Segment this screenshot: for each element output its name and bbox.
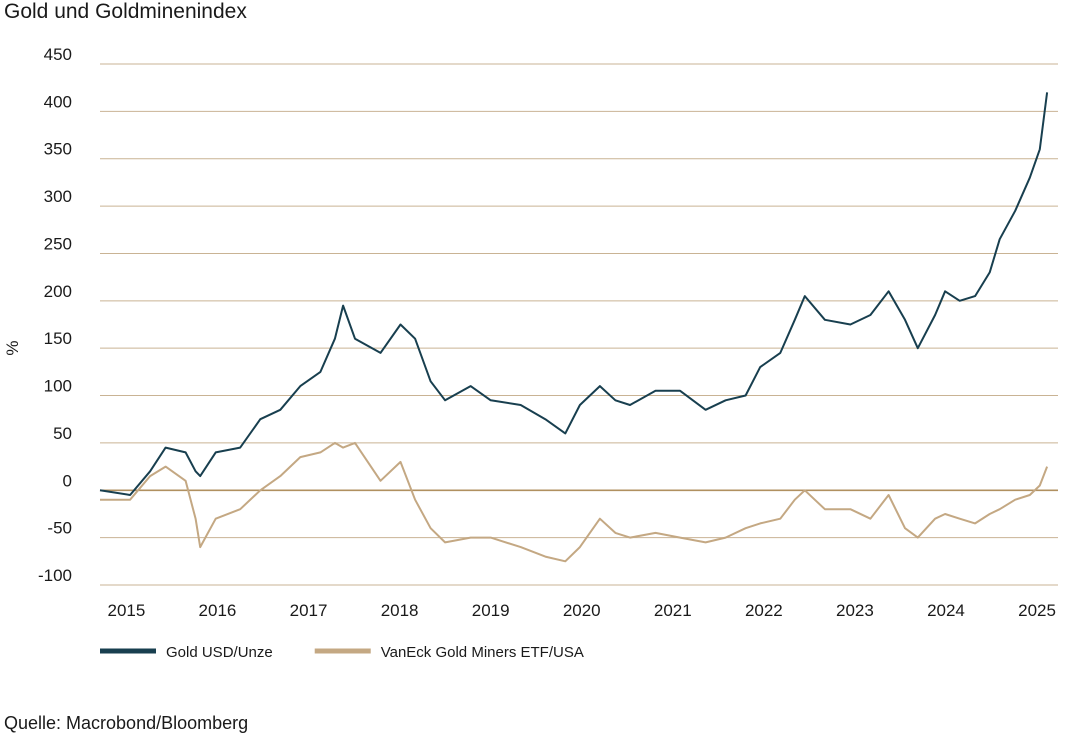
legend-label: Gold USD/Unze [166, 644, 273, 661]
y-axis-label: % [3, 340, 22, 355]
x-tick-label: 2024 [927, 601, 965, 620]
y-tick-label: 250 [44, 234, 72, 253]
x-tick-label: 2025 [1018, 601, 1056, 620]
y-tick-label: 400 [44, 92, 72, 111]
x-tick-label: 2023 [836, 601, 874, 620]
y-tick-label: -100 [38, 566, 72, 585]
y-tick-label: 300 [44, 187, 72, 206]
y-tick-label: 450 [44, 45, 72, 64]
y-tick-label: 0 [63, 471, 72, 490]
x-tick-label: 2015 [107, 601, 145, 620]
x-tick-label: 2019 [472, 601, 510, 620]
x-tick-label: 2021 [654, 601, 692, 620]
source-note: Quelle: Macrobond/Bloomberg [4, 713, 248, 733]
y-tick-label: 350 [44, 140, 72, 159]
series-line [99, 92, 1049, 496]
y-tick-label: 150 [44, 329, 72, 348]
x-tick-label: 2018 [381, 601, 419, 620]
x-tick-label: 2022 [745, 601, 783, 620]
y-tick-label: 200 [44, 282, 72, 301]
y-tick-label: -50 [47, 519, 72, 538]
x-tick-label: 2020 [563, 601, 601, 620]
x-tick-label: 2017 [290, 601, 328, 620]
series-line [100, 441, 1049, 563]
x-tick-label: 2016 [199, 601, 237, 620]
chart-title: Gold und Goldminenindex [4, 0, 247, 23]
legend-label: VanEck Gold Miners ETF/USA [381, 644, 584, 661]
y-tick-label: 100 [44, 377, 72, 396]
y-tick-label: 50 [53, 424, 72, 443]
